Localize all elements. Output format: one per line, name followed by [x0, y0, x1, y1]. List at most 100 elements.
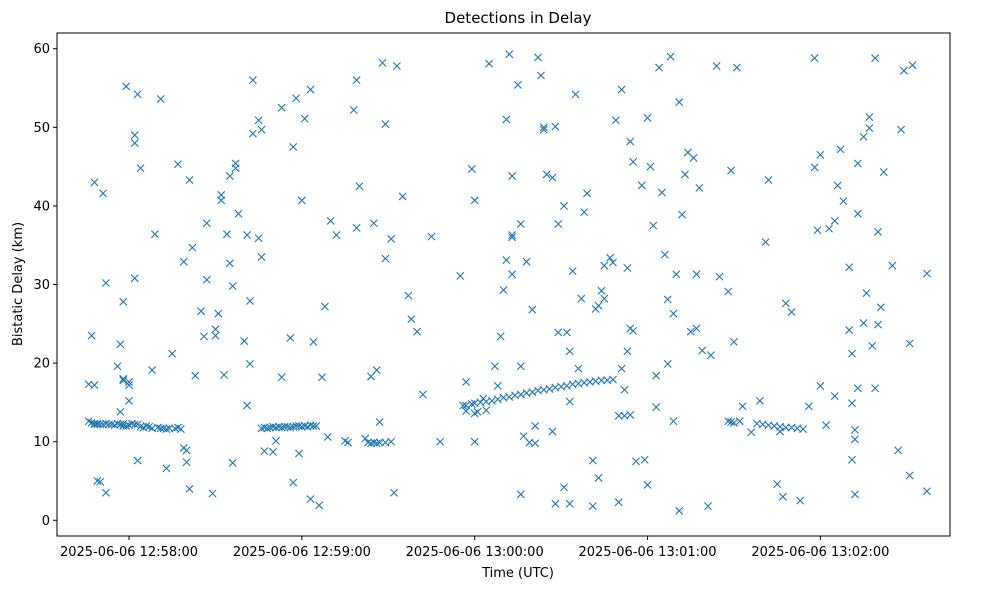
data-point-x-marker [269, 422, 278, 431]
data-point-x-marker [692, 324, 701, 333]
data-point-x-marker [781, 299, 790, 308]
data-point-x-marker [712, 62, 721, 70]
data-point-x-marker [542, 170, 551, 179]
data-point-x-marker [620, 385, 629, 394]
data-point-x-marker [467, 164, 476, 173]
data-point-x-marker [678, 210, 687, 219]
data-point-x-marker [508, 233, 517, 242]
data-point-x-marker [568, 267, 577, 276]
data-point-x-marker [364, 438, 373, 447]
data-point-x-marker [271, 423, 280, 432]
data-point-x-marker [629, 157, 638, 166]
data-point-x-marker [248, 129, 257, 138]
data-point-x-marker [663, 295, 672, 304]
data-point-x-marker [228, 282, 237, 291]
data-point-x-marker [897, 125, 906, 134]
data-point-x-marker [381, 120, 390, 129]
data-point-x-marker [629, 326, 638, 335]
data-point-x-marker [640, 455, 649, 464]
data-point-x-marker [99, 189, 108, 198]
data-point-x-marker [614, 498, 623, 507]
x-tick-label: 2025-06-06 13:02:00 [751, 545, 889, 560]
data-point-x-marker [375, 418, 384, 427]
data-point-x-marker [222, 230, 231, 239]
data-point-x-marker [600, 294, 609, 303]
data-point-x-marker [266, 423, 275, 432]
data-point-x-marker [260, 423, 269, 432]
data-point-x-marker [119, 376, 128, 385]
data-point-x-marker [534, 53, 543, 62]
data-point-x-marker [90, 178, 99, 187]
data-point-x-marker [850, 490, 859, 499]
data-point-x-marker [554, 219, 563, 228]
data-point-x-marker [724, 417, 733, 426]
data-point-x-marker [850, 425, 859, 434]
data-point-x-marker [666, 52, 675, 61]
data-point-x-marker [848, 349, 857, 358]
data-point-x-marker [470, 196, 479, 205]
data-point-x-marker [594, 473, 603, 482]
data-point-x-marker [600, 261, 609, 270]
data-point-x-marker [905, 339, 914, 348]
data-point-x-marker [156, 95, 165, 104]
data-point-x-marker [597, 376, 606, 385]
data-point-x-marker [729, 337, 738, 346]
data-point-x-marker [361, 434, 370, 443]
data-point-x-marker [836, 145, 845, 154]
data-point-x-marker [669, 309, 678, 318]
data-point-x-marker [516, 219, 525, 228]
data-point-x-marker [133, 456, 142, 465]
data-point-x-marker [755, 396, 764, 405]
data-point-x-marker [306, 495, 315, 504]
data-point-x-marker [292, 94, 301, 103]
data-point-x-marker [660, 250, 669, 259]
data-point-x-marker [372, 439, 381, 448]
data-point-x-marker [502, 256, 511, 265]
data-point-x-marker [473, 407, 482, 416]
data-point-x-marker [188, 243, 197, 252]
data-point-x-marker [168, 349, 177, 358]
data-point-x-marker [482, 406, 491, 415]
data-point-x-marker [669, 417, 678, 426]
data-point-x-marker [649, 221, 658, 230]
data-point-x-marker [271, 436, 280, 445]
x-tick-label: 2025-06-06 12:58:00 [60, 545, 198, 560]
data-point-x-marker [727, 418, 736, 427]
data-point-x-marker [813, 226, 822, 235]
data-point-x-marker [761, 238, 770, 247]
data-point-x-marker [894, 446, 903, 455]
data-point-x-marker [326, 216, 335, 225]
data-point-x-marker [142, 421, 151, 430]
data-point-x-marker [240, 337, 249, 346]
data-point-x-marker [632, 457, 640, 466]
data-point-x-marker [367, 372, 375, 381]
data-point-x-marker [516, 390, 525, 399]
data-point-x-marker [810, 54, 819, 63]
data-point-x-marker [637, 181, 646, 190]
data-point-x-marker [493, 381, 502, 390]
data-point-x-marker [830, 216, 839, 225]
data-point-x-marker [672, 270, 681, 279]
data-point-x-marker [185, 484, 194, 493]
data-point-x-marker [865, 113, 874, 122]
data-point-x-marker [738, 402, 747, 411]
data-point-x-marker [113, 419, 122, 428]
data-point-x-marker [528, 388, 537, 397]
data-point-x-marker [462, 377, 471, 386]
plot-frame [56, 32, 951, 537]
data-point-x-marker [297, 422, 306, 431]
data-point-x-marker [165, 424, 174, 433]
data-point-x-marker [879, 168, 888, 177]
data-point-x-marker [148, 366, 157, 375]
data-point-x-marker [588, 456, 597, 465]
data-point-x-marker [539, 125, 548, 134]
data-point-x-marker [565, 499, 574, 508]
data-point-x-marker [93, 476, 102, 485]
data-point-x-marker [845, 326, 854, 335]
data-point-x-marker [404, 291, 413, 300]
data-point-x-marker [522, 257, 531, 266]
data-point-x-marker [876, 303, 885, 312]
data-point-x-marker [315, 501, 324, 510]
data-point-x-marker [536, 71, 545, 80]
y-tick-label: 40 [33, 199, 50, 214]
